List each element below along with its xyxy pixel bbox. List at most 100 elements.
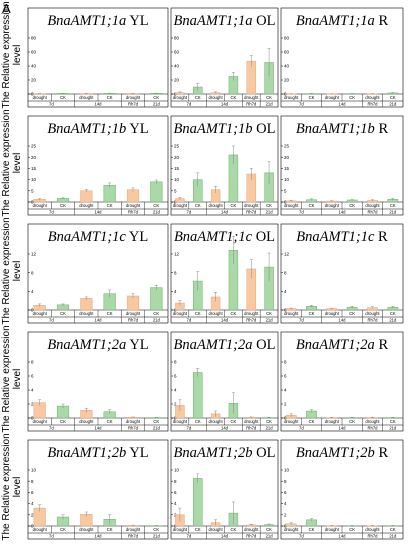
category-label: drought xyxy=(79,95,94,100)
y-tick-label: 20 xyxy=(284,78,290,83)
y-axis-label-line1-row-2: The Relative expression xyxy=(1,217,12,324)
y-tick-label: 2 xyxy=(31,512,34,517)
y-tick-label: 4 xyxy=(31,289,34,294)
y-tick-label: 20 xyxy=(284,155,290,160)
bar xyxy=(150,287,163,311)
category-label: CK xyxy=(349,527,355,532)
category-label: drought xyxy=(244,419,259,424)
category-label: drought xyxy=(208,311,223,316)
category-label: drought xyxy=(284,419,299,424)
time-label: 7d xyxy=(299,102,304,107)
y-tick-label: 6 xyxy=(174,374,177,379)
category-label: drought xyxy=(365,419,380,424)
y-axis-label-row-2: The Relative expressionlevel xyxy=(1,217,23,324)
panel-title: BnaAMT1;2a OL xyxy=(174,337,276,353)
category-label: CK xyxy=(309,95,315,100)
y-tick-label: 8 xyxy=(284,360,287,365)
y-tick-label: 20 xyxy=(174,155,180,160)
bar xyxy=(103,184,116,203)
panel-frame xyxy=(280,223,404,324)
category-label: CK xyxy=(153,419,159,424)
time-label: 21d xyxy=(153,426,161,431)
panel-title: BnaAMT1;1a YL xyxy=(47,13,148,29)
time-label: Rh7d xyxy=(128,102,139,107)
bar xyxy=(126,189,140,203)
time-label: 21d xyxy=(266,426,274,431)
category-label: CK xyxy=(266,95,272,100)
y-tick-label: 60 xyxy=(174,50,180,55)
panel-title: BnaAMT1;1a OL xyxy=(174,13,276,29)
time-label: 14d xyxy=(221,318,229,323)
y-axis-label-row-1: The Relative expressionlevel xyxy=(1,109,23,216)
y-tick-label: 2 xyxy=(284,402,287,407)
y-tick-label: 25 xyxy=(174,144,180,149)
category-label: CK xyxy=(195,527,201,532)
panel-frame xyxy=(170,115,279,216)
time-label: 21d xyxy=(266,210,274,215)
panel-0-1: BnaAMT1;1a OL020406080droughtCKdroughtCK… xyxy=(170,7,279,108)
time-label: Rh7d xyxy=(367,318,378,323)
category-label: CK xyxy=(390,527,396,532)
y-axis-label-row-4: The Relative expressionlevel xyxy=(1,433,23,540)
category-label: CK xyxy=(107,419,113,424)
panel-frame xyxy=(27,331,169,432)
category-label: drought xyxy=(173,311,188,316)
y-axis-label-line2-row-2: level xyxy=(12,261,23,282)
y-axis-label-line1-row-4: The Relative expression xyxy=(1,433,12,540)
category-label: drought xyxy=(325,527,340,532)
time-label: 7d xyxy=(186,534,191,539)
category-label: drought xyxy=(79,311,94,316)
category-label: CK xyxy=(390,203,396,208)
y-axis-label-line1-row-0: The Relative expression xyxy=(1,1,12,108)
panel-4-0: BnaAMT1;2b YL 0 2 4 6 8 10 drought CK drought CK dr… xyxy=(27,439,169,540)
category-label: CK xyxy=(153,95,159,100)
panel-frame xyxy=(27,115,169,216)
y-tick-label: 25 xyxy=(31,144,37,149)
y-tick-label: 2 xyxy=(174,402,177,407)
y-axis-label-line1-row-3: The Relative expression xyxy=(1,325,12,432)
category-label: drought xyxy=(33,95,48,100)
time-label: 7d xyxy=(186,426,191,431)
category-label: drought xyxy=(284,203,299,208)
time-label: Rh7d xyxy=(128,534,139,539)
bar xyxy=(150,181,163,203)
category-label: CK xyxy=(390,311,396,316)
category-label: CK xyxy=(107,95,113,100)
y-tick-label: 8 xyxy=(284,270,287,275)
category-label: drought xyxy=(173,419,188,424)
time-label: Rh7d xyxy=(128,210,139,215)
time-label: 7d xyxy=(186,102,191,107)
panel-2-2: BnaAMT1;1c R 0 4 8 12 drought CK drought CK droug… xyxy=(280,223,404,324)
y-tick-label: 0 xyxy=(31,416,34,421)
y-tick-label: 6 xyxy=(284,490,287,495)
time-label: 21d xyxy=(153,318,161,323)
panel-title: BnaAMT1;1c R xyxy=(296,229,388,245)
panel-0-2: BnaAMT1;1a R 0 20 40 60 80 drought CK drought CK d… xyxy=(280,7,404,108)
category-label: CK xyxy=(231,419,237,424)
category-label: CK xyxy=(349,203,355,208)
category-label: drought xyxy=(79,419,94,424)
y-tick-label: 10 xyxy=(174,468,180,473)
time-label: Rh7d xyxy=(246,210,257,215)
category-label: drought xyxy=(244,95,259,100)
category-label: drought xyxy=(365,527,380,532)
y-tick-label: 40 xyxy=(31,64,37,69)
y-tick-label: 4 xyxy=(31,388,34,393)
y-tick-label: 8 xyxy=(174,360,177,365)
category-label: CK xyxy=(390,419,396,424)
category-label: CK xyxy=(266,419,272,424)
panel-4-1: BnaAMT1;2b OL0246810droughtCKdroughtCKdr… xyxy=(170,439,279,540)
y-tick-label: 60 xyxy=(31,50,37,55)
time-label: 14d xyxy=(95,426,103,431)
category-label: CK xyxy=(195,419,201,424)
time-label: Rh7d xyxy=(128,318,139,323)
category-label: CK xyxy=(195,95,201,100)
time-label: 21d xyxy=(389,426,397,431)
y-tick-label: 0 xyxy=(31,92,34,97)
bar xyxy=(80,190,93,203)
y-axis-label-line2-row-1: level xyxy=(12,153,23,174)
time-label: Rh7d xyxy=(367,102,378,107)
category-label: CK xyxy=(390,95,396,100)
y-tick-label: 0 xyxy=(31,200,34,205)
